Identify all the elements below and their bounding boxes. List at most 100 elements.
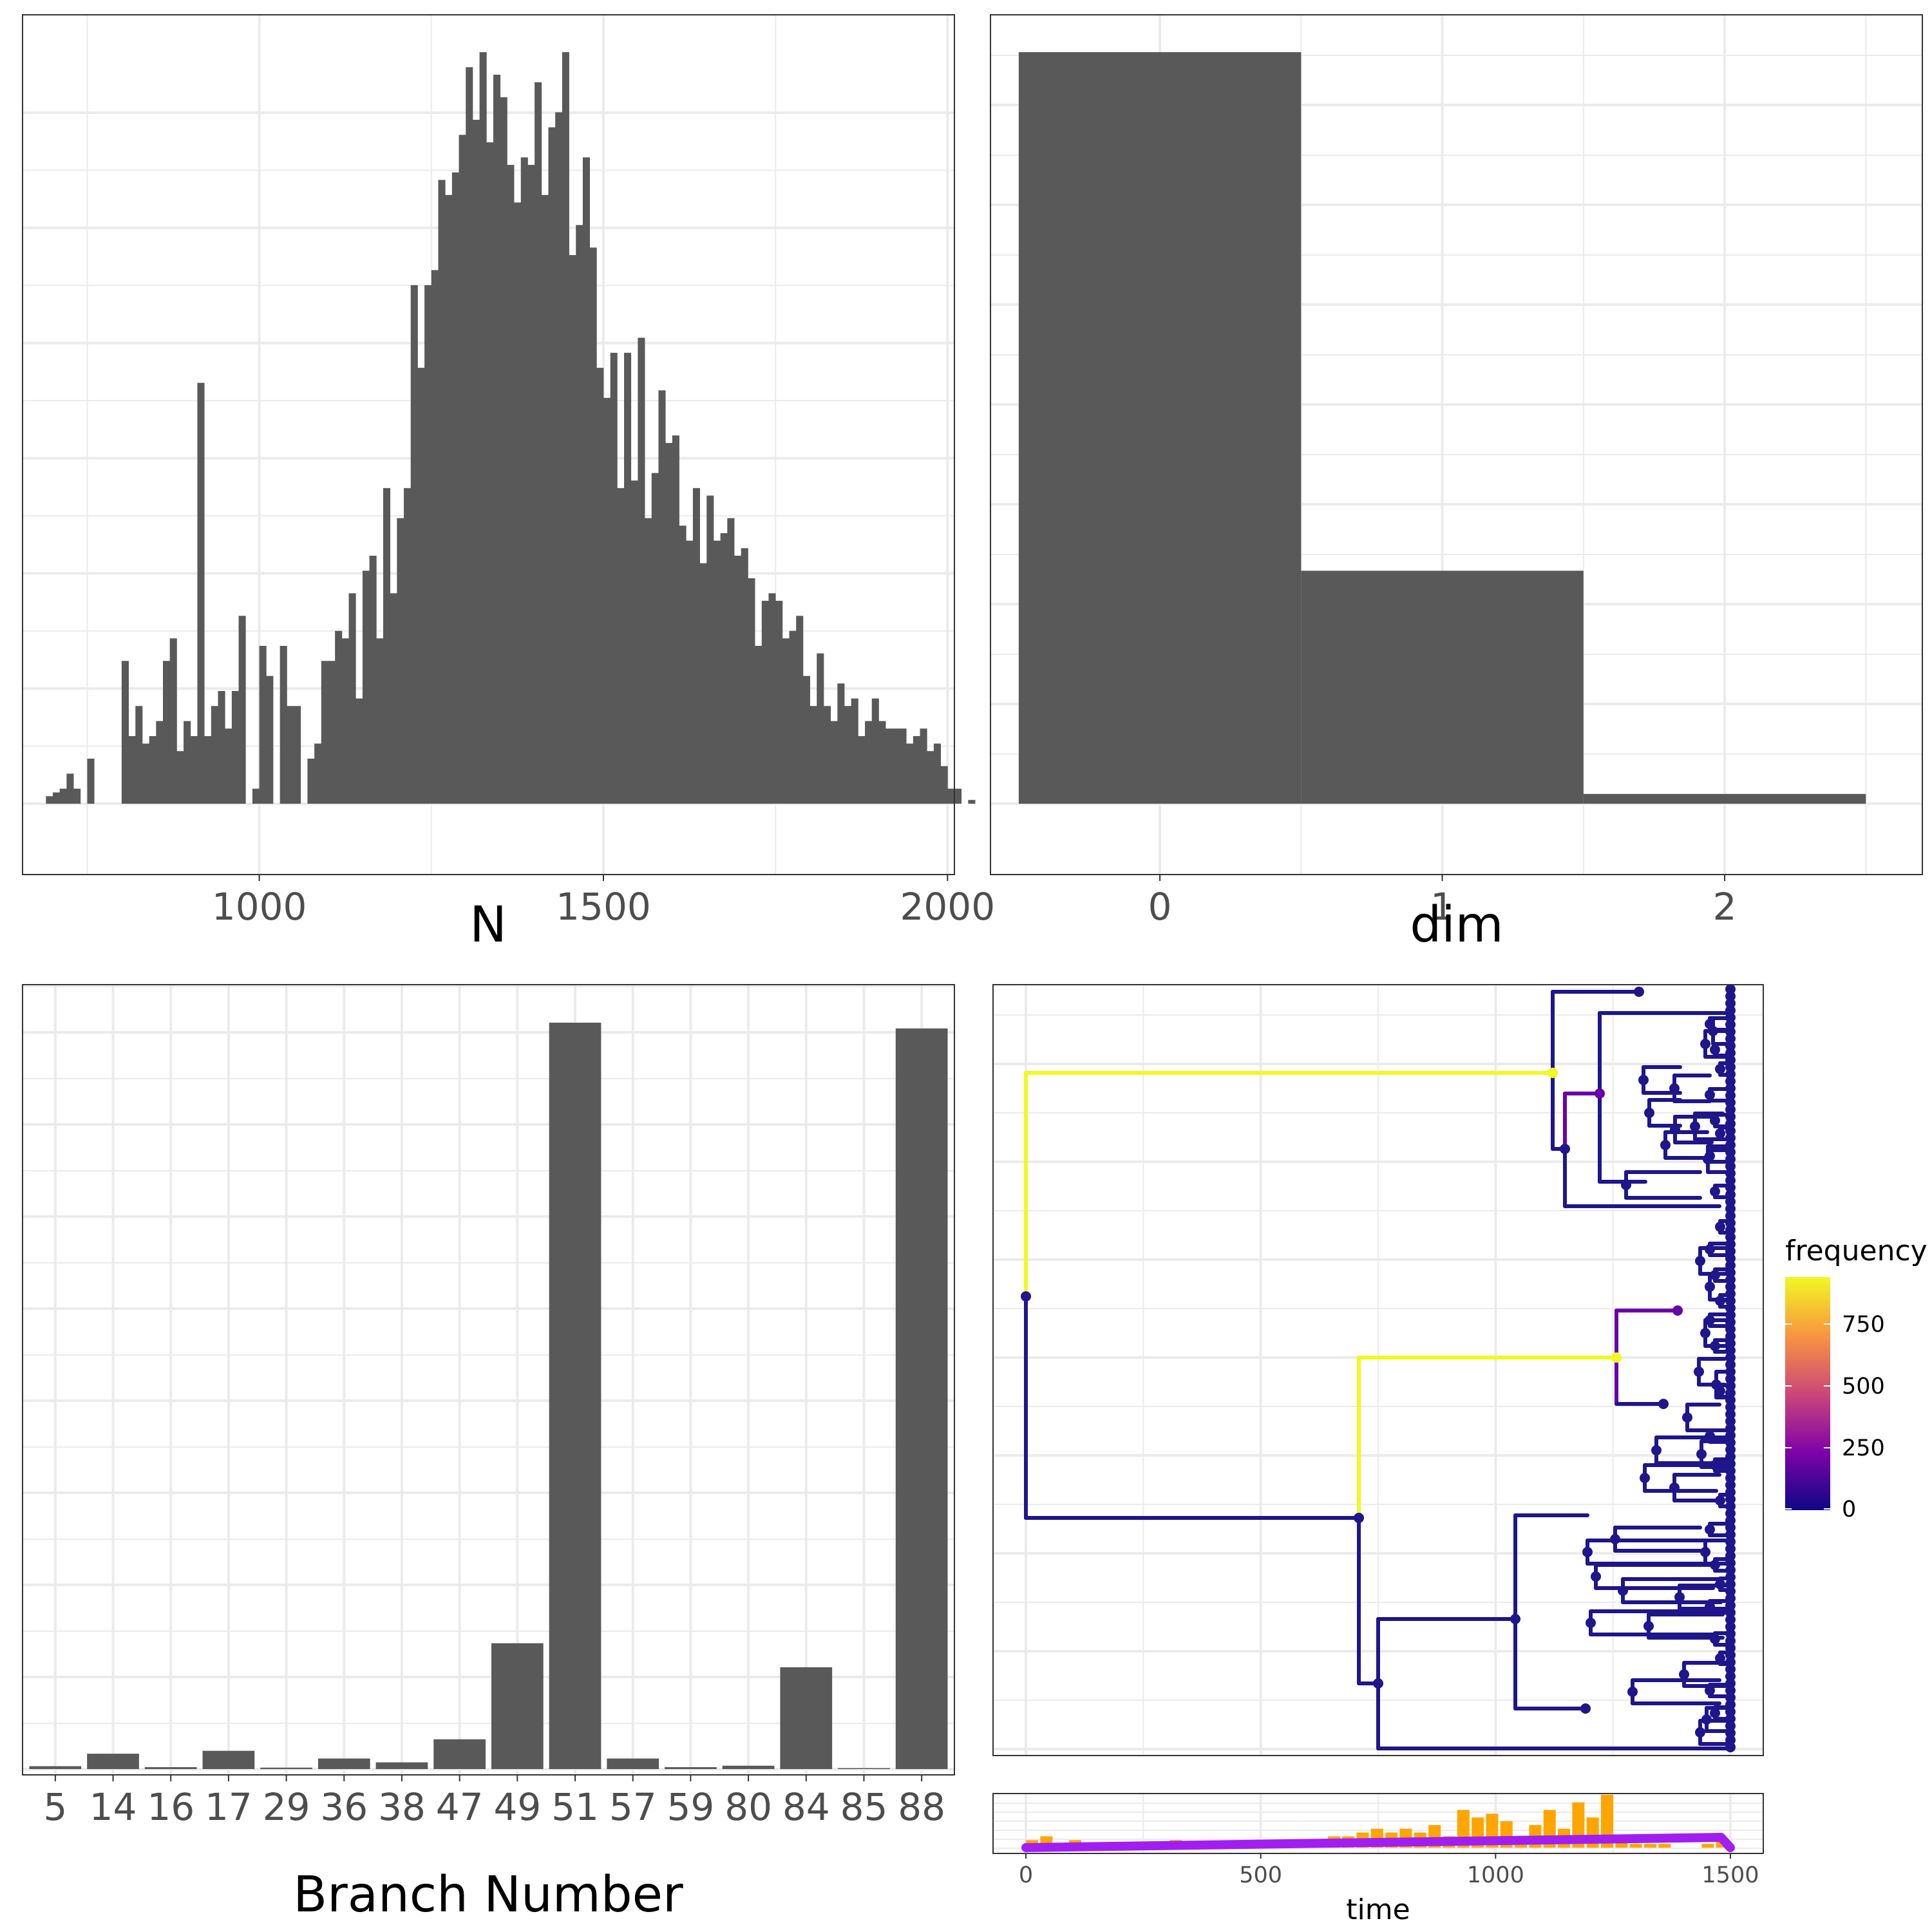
hist-n-bar bbox=[589, 247, 597, 804]
hist-n-bar bbox=[638, 337, 645, 804]
tree-node bbox=[1694, 1367, 1704, 1377]
hist-n-x-title: N bbox=[469, 896, 507, 954]
branch-bar bbox=[665, 1767, 717, 1769]
branch-bar bbox=[260, 1767, 312, 1769]
x-tick-label: 1500 bbox=[556, 885, 651, 929]
hist-n-bar bbox=[149, 735, 156, 804]
hist-n-bar bbox=[899, 728, 907, 804]
hist-n-bar bbox=[968, 800, 976, 804]
hist-n-bar bbox=[920, 728, 927, 804]
hist-n-bar bbox=[507, 165, 515, 804]
hist-dim-bars bbox=[1018, 52, 1866, 804]
hist-n-bar bbox=[596, 368, 604, 804]
x-tick-label: 80 bbox=[724, 1785, 772, 1829]
hist-n-bar bbox=[720, 533, 728, 804]
hist-n-bar bbox=[954, 788, 962, 804]
hist-n-bar bbox=[755, 645, 762, 804]
hist-n-bar bbox=[225, 728, 232, 804]
hist-n-bar bbox=[46, 796, 53, 804]
tree-node bbox=[1582, 1547, 1593, 1557]
tree-node bbox=[1643, 1621, 1654, 1631]
tree-node bbox=[1705, 1431, 1715, 1441]
tree-node bbox=[1660, 1140, 1671, 1150]
tree-node bbox=[1705, 1019, 1715, 1029]
hist-n-bar bbox=[238, 616, 246, 804]
hist-n-bar bbox=[940, 766, 948, 804]
hist-n-bar bbox=[933, 743, 942, 804]
x-tick-label: 59 bbox=[667, 1785, 715, 1829]
hist-n-bar bbox=[451, 172, 459, 804]
tree-node bbox=[1682, 1412, 1692, 1423]
hist-n-bar bbox=[927, 751, 934, 804]
tree-node bbox=[1710, 1115, 1720, 1126]
hist-n-bar bbox=[823, 706, 831, 804]
hist-n-bar bbox=[197, 383, 205, 804]
x-tick-label: 16 bbox=[147, 1785, 194, 1829]
tree-node bbox=[1710, 1341, 1720, 1351]
hist-n-bar bbox=[204, 735, 212, 804]
hist-n-bar bbox=[287, 706, 294, 804]
hist-n-bar bbox=[706, 495, 714, 804]
tree-node bbox=[1560, 1144, 1570, 1154]
inset-bar bbox=[1701, 1844, 1714, 1848]
tree-node bbox=[1644, 1108, 1654, 1118]
hist-n-bar bbox=[59, 788, 67, 804]
branch-grid bbox=[23, 985, 954, 1775]
tree-node bbox=[1710, 1460, 1720, 1470]
hist-n-bar bbox=[665, 442, 673, 804]
hist-n-bar bbox=[789, 630, 797, 804]
tree-node bbox=[1695, 1727, 1705, 1738]
hist-n-bar bbox=[252, 788, 260, 804]
hist-n-bar bbox=[761, 600, 769, 804]
hist-n-bar bbox=[176, 751, 184, 804]
legend-label-250: 250 bbox=[1842, 1435, 1885, 1461]
panel-branch-bars: 5 14 16 17 29 36 38 47 49 51 57 59 80 84 85 88 Branch N… bbox=[22, 984, 955, 1924]
hist-n-bar bbox=[362, 571, 370, 804]
hist-n-bar bbox=[500, 97, 507, 804]
x-tick-label: 1 bbox=[1430, 885, 1454, 929]
tree-node bbox=[1715, 1495, 1725, 1506]
hist-n-bar bbox=[410, 285, 418, 804]
branch-bar bbox=[202, 1750, 255, 1769]
hist-n-bar bbox=[878, 721, 886, 804]
tree-node bbox=[1715, 1386, 1725, 1396]
hist-n-bar bbox=[610, 352, 618, 804]
hist-n-bar bbox=[279, 645, 287, 804]
hist-n-bar bbox=[817, 653, 824, 804]
hist-n-bar bbox=[472, 120, 480, 804]
tree-node bbox=[1705, 1524, 1715, 1535]
tree-node bbox=[1710, 1186, 1720, 1197]
tree-node bbox=[1669, 1083, 1680, 1094]
hist-n-bar bbox=[947, 788, 955, 804]
hist-n-bar bbox=[658, 390, 666, 804]
tree-node bbox=[1640, 1473, 1650, 1483]
legend-label-0: 0 bbox=[1842, 1497, 1856, 1522]
hist-n-bar bbox=[810, 706, 817, 804]
hist-n-bar bbox=[913, 735, 920, 804]
hist-n-bar bbox=[692, 488, 700, 804]
x-tick-label: 84 bbox=[782, 1785, 830, 1829]
branch-bar bbox=[144, 1767, 197, 1769]
hist-n-bar bbox=[184, 721, 191, 804]
hist-n-bar bbox=[906, 743, 914, 804]
x-tick-label: 0 bbox=[1019, 1862, 1033, 1888]
branch-bar bbox=[722, 1765, 775, 1769]
x-tick-label: 36 bbox=[320, 1785, 368, 1829]
hist-n-bar bbox=[135, 706, 143, 804]
tree-node bbox=[1710, 1045, 1720, 1055]
hist-n-bar bbox=[314, 743, 322, 804]
tree-node bbox=[1710, 1270, 1720, 1280]
hist-n-bar bbox=[775, 600, 783, 804]
tree-node bbox=[1595, 1088, 1605, 1099]
hist-n-bar bbox=[163, 661, 171, 804]
hist-n-bar bbox=[569, 255, 576, 804]
tree-node bbox=[1715, 1579, 1725, 1589]
tree-node bbox=[1591, 1571, 1601, 1582]
hist-n-bar bbox=[169, 638, 177, 804]
hist-n-bar bbox=[713, 540, 721, 804]
hist-n-bar bbox=[617, 488, 625, 804]
legend-label-750: 750 bbox=[1842, 1312, 1885, 1338]
hist-n-bar bbox=[87, 758, 95, 804]
hist-n-bar bbox=[582, 157, 590, 804]
hist-n-bar bbox=[796, 616, 804, 804]
